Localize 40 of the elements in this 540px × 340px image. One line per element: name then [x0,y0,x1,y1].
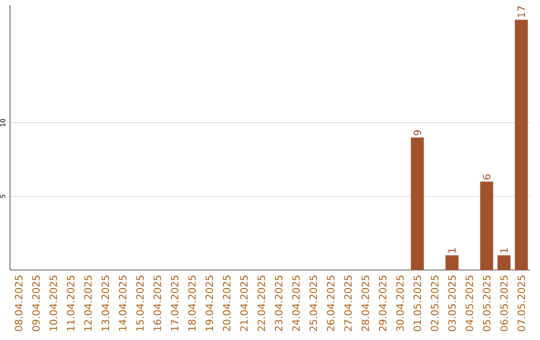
x-tick-label: 18.04.2025 [188,276,196,331]
data-label: 9 [414,130,422,136]
x-tick-label: 12.04.2025 [84,276,92,331]
x-tick-label: 11.04.2025 [66,276,74,331]
x-tick-label: 22.04.2025 [258,276,266,332]
x-tick-label: 10.04.2025 [50,276,58,331]
x-tick-label: 25.04.2025 [310,276,318,332]
x-tick-label: 28.04.2025 [362,276,370,332]
x-tick-label: 01.05.2025 [414,276,422,332]
x-tick-label: 13.04.2025 [102,276,110,331]
x-tick-label: 27.04.2025 [344,276,352,332]
x-tick-label: 07.05.2025 [518,276,526,332]
x-tick-label: 26.04.2025 [326,276,334,332]
x-tick-label: 16.04.2025 [154,276,162,331]
x-tick-label: 17.04.2025 [170,276,178,331]
bar [446,255,459,270]
x-tick-label: 30.04.2025 [396,276,404,331]
x-tick-label: 03.05.2025 [448,276,456,332]
x-tick-label: 24.04.2025 [292,276,300,332]
bar [514,20,528,270]
x-tick-label: 06.05.2025 [500,276,508,332]
data-label: 17 [518,6,525,18]
bar [410,138,424,270]
data-label: 6 [482,174,490,180]
x-tick-label: 21.04.2025 [240,276,248,332]
x-tick-label: 02.05.2025 [430,276,438,332]
x-tick-label: 08.04.2025 [14,276,22,332]
x-tick-label: 29.04.2025 [378,276,386,332]
x-tick-label: 09.04.2025 [32,276,40,332]
bar [498,255,511,270]
x-tick-label: 19.04.2025 [206,276,214,331]
x-tick-label: 05.05.2025 [482,276,490,332]
data-label: 1 [500,248,508,253]
x-tick-label: 04.05.2025 [466,276,474,332]
x-tick-label: 14.04.2025 [118,276,126,331]
data-label: 1 [448,248,456,253]
x-tick-label: 15.04.2025 [136,276,144,331]
x-tick-label: 23.04.2025 [274,276,282,332]
x-tick-label: 20.04.2025 [222,276,230,332]
bar [480,182,494,270]
